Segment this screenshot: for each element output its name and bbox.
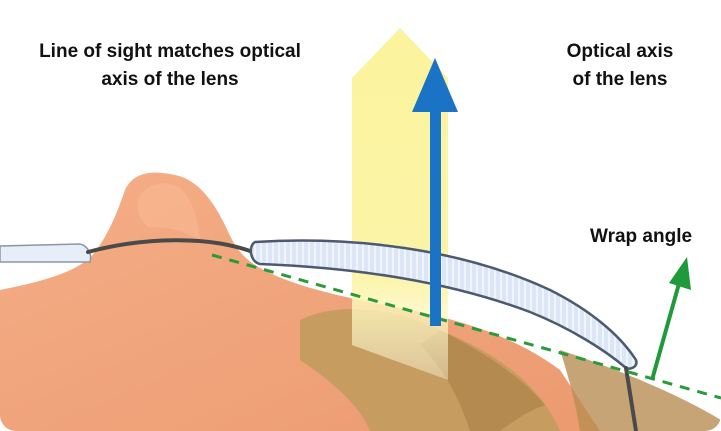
wrap-angle-arrow — [650, 257, 691, 381]
wrap-angle-label-text: Wrap angle — [590, 226, 693, 247]
wrap-angle-label: Wrap angle — [590, 223, 720, 251]
line-of-sight-label-line-1: Line of sight matches optical — [39, 41, 301, 62]
frame-bridge — [86, 238, 260, 256]
optical-axis-arrow — [412, 58, 458, 326]
line-of-sight-label-line-2: axis of the lens — [101, 69, 239, 90]
tangent-dashed-line — [211, 253, 721, 400]
hair-shadow — [420, 330, 545, 431]
line-of-sight-beam — [352, 28, 448, 380]
optical-axis-label-line-1: Optical axis — [566, 41, 674, 62]
optical-axis-label-line-2: of the lens — [572, 69, 668, 90]
optical-axis-label: Optical axis of the lens — [520, 38, 720, 94]
hair-back — [560, 350, 721, 431]
left-lens — [0, 243, 92, 263]
temple-arm — [624, 366, 638, 431]
line-of-sight-label: Line of sight matches optical axis of th… — [10, 38, 330, 94]
nose-highlight — [137, 183, 200, 240]
